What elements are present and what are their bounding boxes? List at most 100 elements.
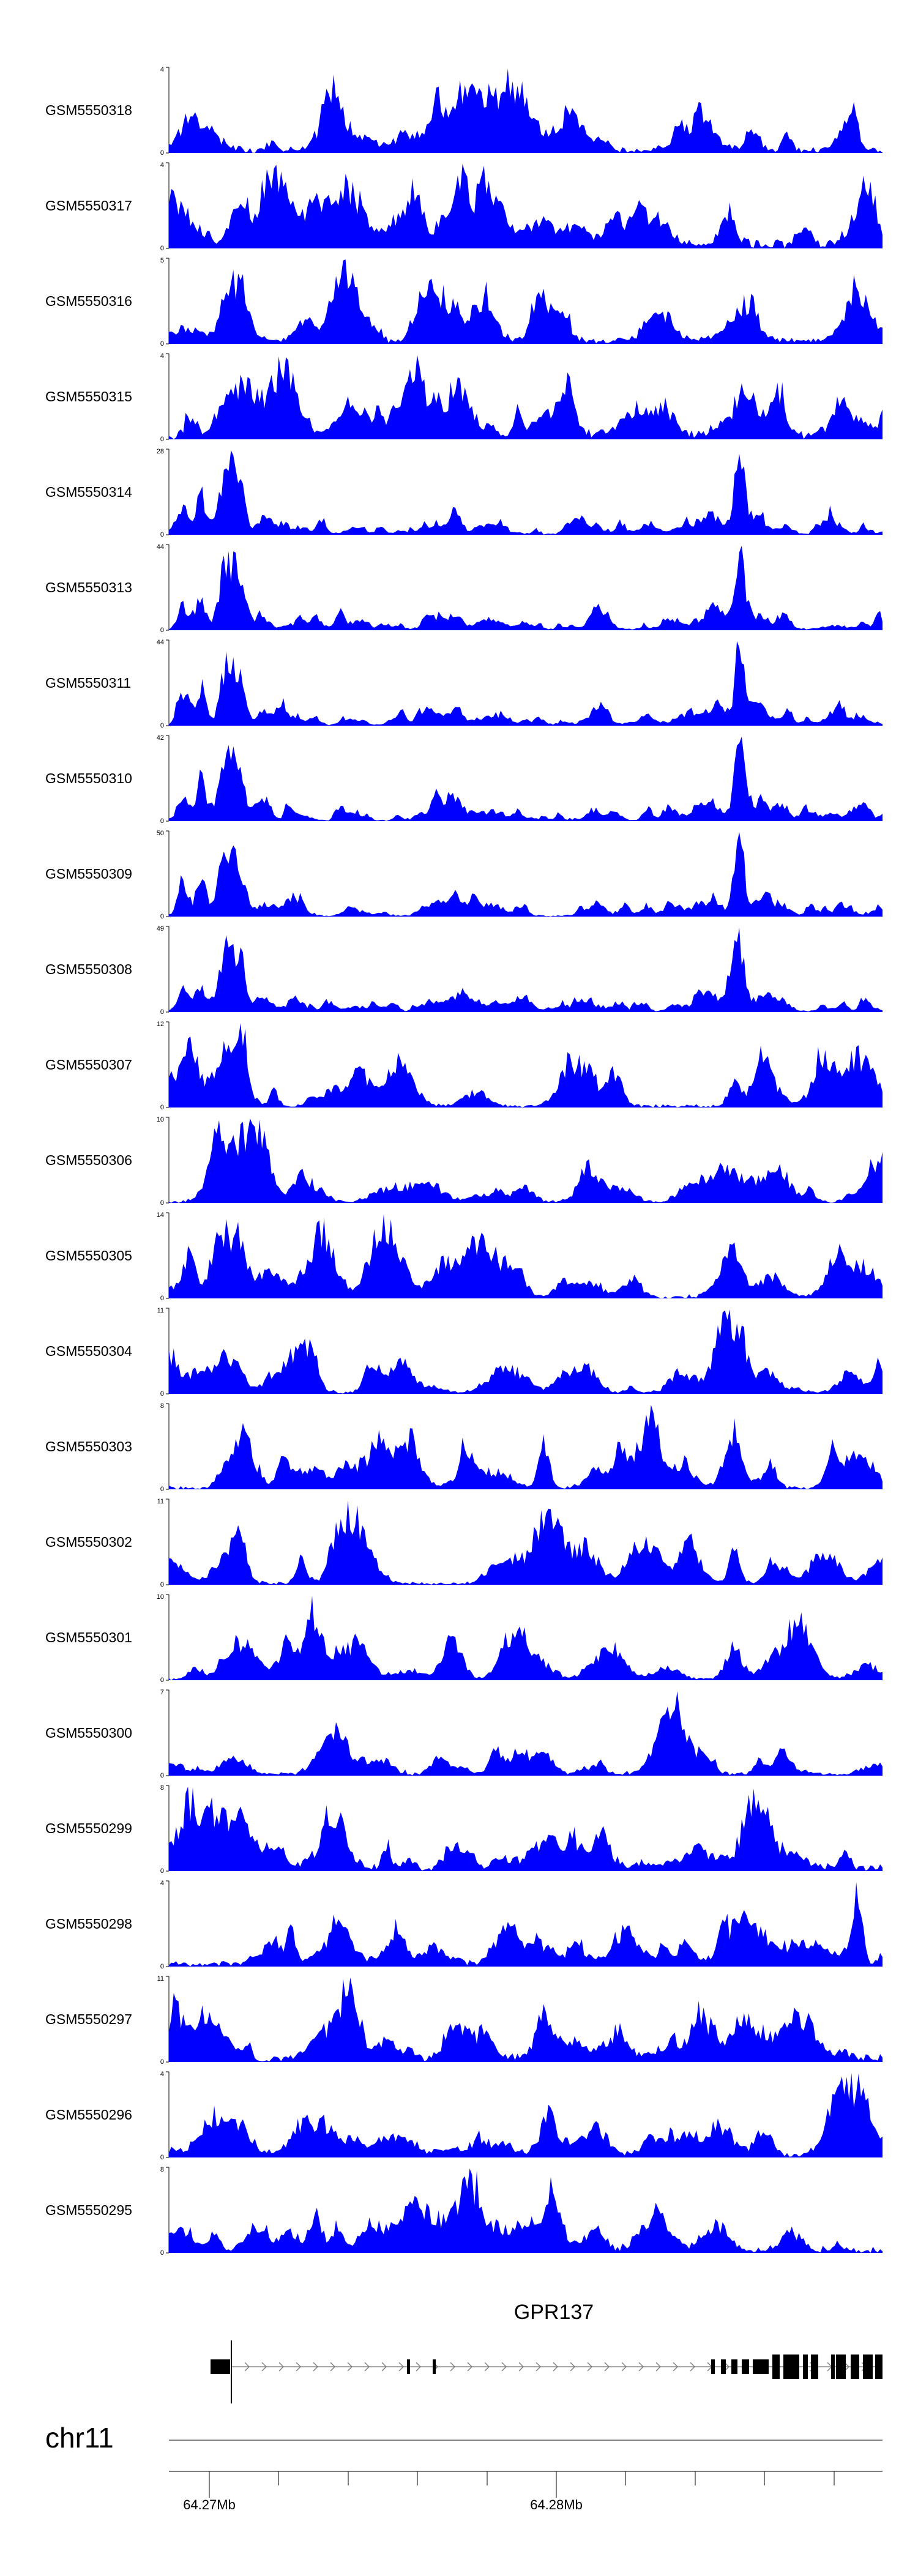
y-max-label: 7 — [160, 1689, 164, 1696]
exon-block — [803, 2355, 808, 2379]
y-max-label: 11 — [157, 1307, 164, 1314]
y-min-label: 0 — [160, 1390, 164, 1398]
coverage-area — [169, 928, 883, 1012]
y-max-label: 4 — [160, 352, 164, 360]
strand-arrow — [604, 2362, 610, 2372]
strand-arrow — [381, 2362, 387, 2372]
sample-label: GSM5550302 — [45, 1534, 132, 1550]
y-max-label: 4 — [160, 162, 164, 169]
sample-label: GSM5550310 — [45, 770, 132, 786]
sample-label: GSM5550316 — [45, 293, 132, 309]
coverage-track: GSM5550297 11 0 — [45, 1975, 883, 2066]
y-max-label: 5 — [160, 257, 164, 264]
y-max-label: 4 — [160, 66, 164, 73]
coverage-area — [169, 1787, 883, 1871]
exon-block — [783, 2355, 799, 2379]
sample-label: GSM5550304 — [45, 1343, 132, 1359]
coverage-area — [169, 1405, 883, 1489]
strand-arrow — [484, 2362, 490, 2372]
gene-name-label: GPR137 — [514, 2301, 594, 2324]
y-max-label: 8 — [160, 1784, 164, 1792]
strand-arrow — [313, 2362, 318, 2372]
strand-arrow — [450, 2362, 455, 2372]
sample-label: GSM5550300 — [45, 1725, 132, 1741]
y-min-label: 0 — [160, 817, 164, 825]
y-min-label: 0 — [160, 1008, 164, 1016]
strand-arrow — [570, 2362, 575, 2372]
exon-block — [731, 2359, 737, 2374]
strand-arrow — [278, 2362, 284, 2372]
exon-block — [711, 2359, 715, 2374]
y-max-label: 42 — [157, 734, 164, 742]
strand-arrow — [638, 2362, 644, 2372]
sample-label: GSM5550308 — [45, 961, 132, 977]
y-max-label: 44 — [157, 543, 164, 551]
coverage-tracks: GSM555031840GSM555031740GSM555031650GSM5… — [45, 66, 883, 2257]
strand-arrow — [518, 2362, 524, 2372]
exon-block — [863, 2355, 873, 2379]
coverage-track: GSM5550308 49 0 — [45, 925, 883, 1016]
y-min-label: 0 — [160, 2154, 164, 2161]
coverage-track: GSM5550300 7 0 — [45, 1689, 883, 1779]
y-min-label: 0 — [160, 722, 164, 729]
y-min-label: 0 — [160, 436, 164, 443]
strand-arrow — [244, 2362, 250, 2372]
sample-label: GSM5550314 — [45, 484, 132, 500]
coverage-area — [169, 641, 883, 726]
y-max-label: 10 — [157, 1116, 164, 1123]
y-min-label: 0 — [160, 531, 164, 538]
sample-label: GSM5550313 — [45, 579, 132, 595]
coverage-track: GSM5550305 14 0 — [45, 1212, 883, 1302]
strand-arrow — [673, 2362, 678, 2372]
sample-label: GSM5550297 — [45, 2011, 132, 2027]
coverage-track: GSM5550313 44 0 — [45, 543, 883, 634]
axis-tick-label: 64.28Mb — [530, 2497, 583, 2512]
y-max-label: 8 — [160, 2166, 164, 2173]
strand-arrow — [347, 2362, 353, 2372]
strand-arrow — [587, 2362, 592, 2372]
sample-label: GSM5550305 — [45, 1248, 132, 1264]
coverage-area — [169, 1500, 883, 1585]
coverage-track: GSM5550301 10 0 — [45, 1593, 883, 1684]
y-min-label: 0 — [160, 1104, 164, 1111]
coverage-track: GSM5550314 28 0 — [45, 448, 883, 538]
sample-label: GSM5550311 — [45, 675, 131, 691]
strand-arrow — [690, 2362, 695, 2372]
sample-label: GSM5550317 — [45, 198, 132, 214]
coverage-area — [169, 259, 883, 344]
y-max-label: 10 — [157, 1593, 164, 1601]
coverage-track: GSM5550296 4 0 — [45, 2071, 883, 2161]
y-min-label: 0 — [160, 913, 164, 920]
coverage-area — [169, 355, 883, 439]
sample-label: GSM5550298 — [45, 1916, 132, 1932]
coverage-area — [169, 1119, 883, 1203]
y-max-label: 50 — [157, 830, 164, 837]
strand-arrow — [501, 2362, 507, 2372]
exon-block — [407, 2359, 410, 2374]
strand-arrow — [724, 2362, 730, 2372]
coverage-area — [169, 1214, 883, 1298]
strand-arrow — [844, 2362, 849, 2372]
strand-arrow — [296, 2362, 301, 2372]
coverage-track: GSM5550302 11 0 — [45, 1498, 883, 1588]
coverage-track: GSM5550318 4 0 — [45, 66, 883, 157]
y-min-label: 0 — [160, 1295, 164, 1302]
sample-label: GSM5550315 — [45, 389, 132, 404]
exon-block — [831, 2355, 835, 2379]
y-max-label: 4 — [160, 1880, 164, 1887]
coverage-area — [169, 1882, 883, 1967]
y-max-label: 4 — [160, 2071, 164, 2078]
gene-model: GPR137 — [211, 2301, 883, 2403]
y-min-label: 0 — [160, 340, 164, 348]
coverage-area — [169, 2168, 883, 2253]
genome-axis: chr11 64.27Mb 64.28Mb — [45, 2422, 883, 2512]
y-min-label: 0 — [160, 1199, 164, 1207]
coverage-track: GSM5550306 10 0 — [45, 1116, 883, 1207]
strand-arrow — [536, 2362, 541, 2372]
coverage-area — [169, 2073, 883, 2157]
coverage-track: GSM5550317 4 0 — [45, 162, 883, 252]
coverage-track: GSM5550298 4 0 — [45, 1880, 883, 1970]
exon-block — [851, 2355, 859, 2379]
coverage-area — [169, 164, 883, 248]
